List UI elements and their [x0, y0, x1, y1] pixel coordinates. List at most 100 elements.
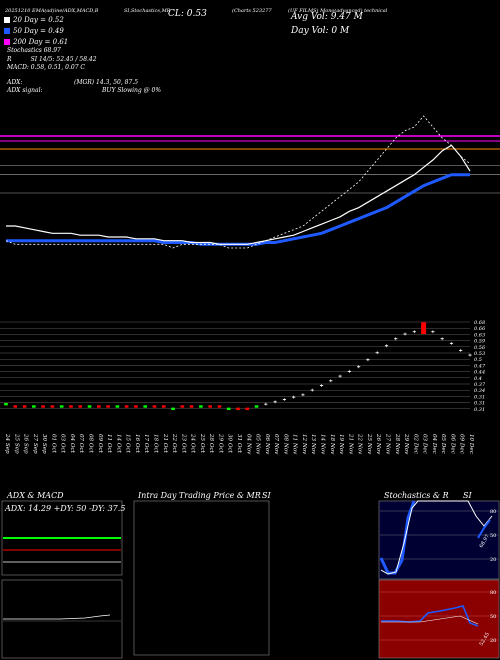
- date-tick-label: 29 Oct: [217, 433, 223, 454]
- candle: [69, 405, 73, 408]
- date-tick-label: 14 Nov: [320, 434, 326, 455]
- date-tick-label: 24 Oct: [190, 433, 196, 454]
- candle: [189, 405, 194, 408]
- candle: [32, 405, 36, 408]
- candle: [106, 405, 110, 408]
- date-tick-label: 30 Sep: [41, 434, 47, 454]
- stochastics-tick-label: 80: [490, 509, 496, 515]
- date-tick-label: 25 Sep: [13, 433, 19, 454]
- stochastics-panel-title: Stochastics & R: [384, 491, 449, 500]
- price-tick-label: 0.37: [474, 382, 486, 388]
- date-tick-label: 21 Oct: [162, 433, 168, 454]
- date-tick-label: 24 Sep: [4, 433, 10, 454]
- price-tick-label: 0.47: [474, 363, 486, 369]
- ma20-series-line: [6, 144, 471, 245]
- header-indicators: EMA(ad)ine/ADX,MACD,B: [32, 8, 99, 14]
- candle: [22, 405, 27, 408]
- stochastics-k-line: [379, 500, 416, 575]
- candle: [161, 405, 166, 408]
- adx-signal-label: ADX signal:: [7, 87, 43, 94]
- price-tick-label: 0.66: [474, 326, 486, 332]
- date-tick-label: 23 Oct: [180, 433, 186, 454]
- rsi-tick-label: 80: [490, 590, 496, 596]
- price-tick-label: 0.53: [474, 351, 485, 357]
- legend-label-200day: 200 Day = 0.61: [13, 37, 69, 46]
- price-tick-label: 0.34: [474, 388, 485, 394]
- date-tick-label: 11 Nov: [292, 434, 298, 455]
- candle: [41, 405, 45, 408]
- date-tick-label: 02 Dec: [412, 434, 418, 455]
- candle: [199, 405, 203, 408]
- legend-item-20day: 20 Day = 0.52: [4, 14, 68, 25]
- price-tick-label: 0.4: [474, 376, 482, 382]
- header-indicators-mid: SI,Stochastics,MR: [124, 8, 171, 14]
- buy-signal: BUY Slowing @ 0%: [102, 87, 162, 94]
- date-tick-label: 03 Oct: [60, 434, 66, 454]
- date-tick-label: 31 Oct: [236, 434, 242, 454]
- date-tick-label: 30 Oct: [227, 434, 233, 454]
- date-tick-label: 04 Dec: [431, 434, 437, 455]
- day-volume: Day Vol: 0 M: [291, 26, 350, 36]
- date-tick-label: 26 Nov: [375, 433, 381, 455]
- intraday-panel-title-si: SI: [262, 491, 271, 500]
- price-tick-label: 0.63: [474, 332, 485, 338]
- candle: [50, 405, 55, 408]
- date-tick-label: 04 Oct: [69, 434, 75, 454]
- date-tick-label: 18 Nov: [329, 434, 335, 455]
- date-tick-label: 10 Dec: [468, 434, 474, 455]
- rsi-value: R SI 14/5: 52.45 / 58.42: [7, 56, 97, 63]
- adx-panel-title: ADX & MACD: [7, 491, 64, 500]
- date-tick-label: 14 Oct: [115, 434, 121, 454]
- date-tick-label: 11 Oct: [106, 434, 112, 454]
- candle: [143, 405, 147, 408]
- price-tick-label: 0.68: [474, 320, 485, 326]
- header-line1: 20251210 EMA(ad)ine/ADX,MACD,B: [5, 8, 98, 14]
- date-tick-label: 22 Nov: [357, 433, 363, 455]
- date-tick-label: 05 Nov: [255, 434, 261, 455]
- price-dotted-line: [5, 115, 471, 249]
- date-tick-label: 09 Dec: [459, 434, 465, 455]
- price-tick-label: 0.59: [474, 339, 486, 345]
- stochastics-panel-title-si: SI: [463, 491, 472, 500]
- legend-label-20day: 20 Day = 0.52: [13, 15, 64, 24]
- date-tick-label: 08 Nov: [282, 434, 288, 455]
- date-tick-label: 21 Nov: [347, 433, 353, 455]
- candle: [171, 407, 175, 411]
- price-tick-label: 0.56: [474, 345, 486, 351]
- date-tick-label: 18 Oct: [152, 434, 158, 454]
- header-date: 20251210: [5, 8, 31, 14]
- candle: [97, 405, 101, 408]
- macd-value: MACD: 0.58, 0.51, 0.07 C: [7, 64, 86, 71]
- price-tick-label: 0.31: [474, 394, 485, 400]
- candle: [208, 405, 212, 408]
- candle: [236, 407, 240, 411]
- candle: [226, 407, 231, 411]
- adx-panel-values: ADX: 14.29 +DY: 50 -DY: 37.5: [5, 504, 126, 513]
- candle: [245, 407, 250, 411]
- symbol-description: (UF FILMS) Mono(advanced) technical: [288, 8, 388, 14]
- stochastics-k-tail: [477, 519, 491, 539]
- candle: [421, 322, 427, 335]
- date-tick-label: 05 Dec: [440, 434, 446, 455]
- candle: [134, 405, 138, 408]
- price-tick-label: 0.5: [474, 357, 482, 363]
- date-tick-label: 12 Nov: [301, 434, 307, 455]
- date-tick-label: 17 Oct: [143, 434, 149, 454]
- stochastics-tick-label: 50: [490, 533, 496, 539]
- candle: [115, 405, 120, 408]
- date-tick-label: 28 Oct: [208, 433, 214, 454]
- date-tick-label: 27 Sep: [32, 433, 38, 454]
- avg-volume: Avg Vol: 9.47 M: [291, 12, 363, 22]
- price-tick-label: 0.31: [474, 407, 485, 413]
- date-tick-label: 08 Oct: [88, 434, 94, 454]
- mgr-value: (MGR) 14.3, 50, 87.5: [74, 79, 139, 86]
- date-tick-label: 03 Dec: [422, 434, 428, 455]
- candle: [124, 405, 129, 408]
- date-tick-label: 16 Oct: [134, 434, 140, 454]
- moving-average-chart: [0, 115, 500, 249]
- candle: [87, 405, 92, 408]
- candle: [13, 405, 18, 408]
- candle: [152, 405, 157, 408]
- macd-line: [3, 614, 111, 620]
